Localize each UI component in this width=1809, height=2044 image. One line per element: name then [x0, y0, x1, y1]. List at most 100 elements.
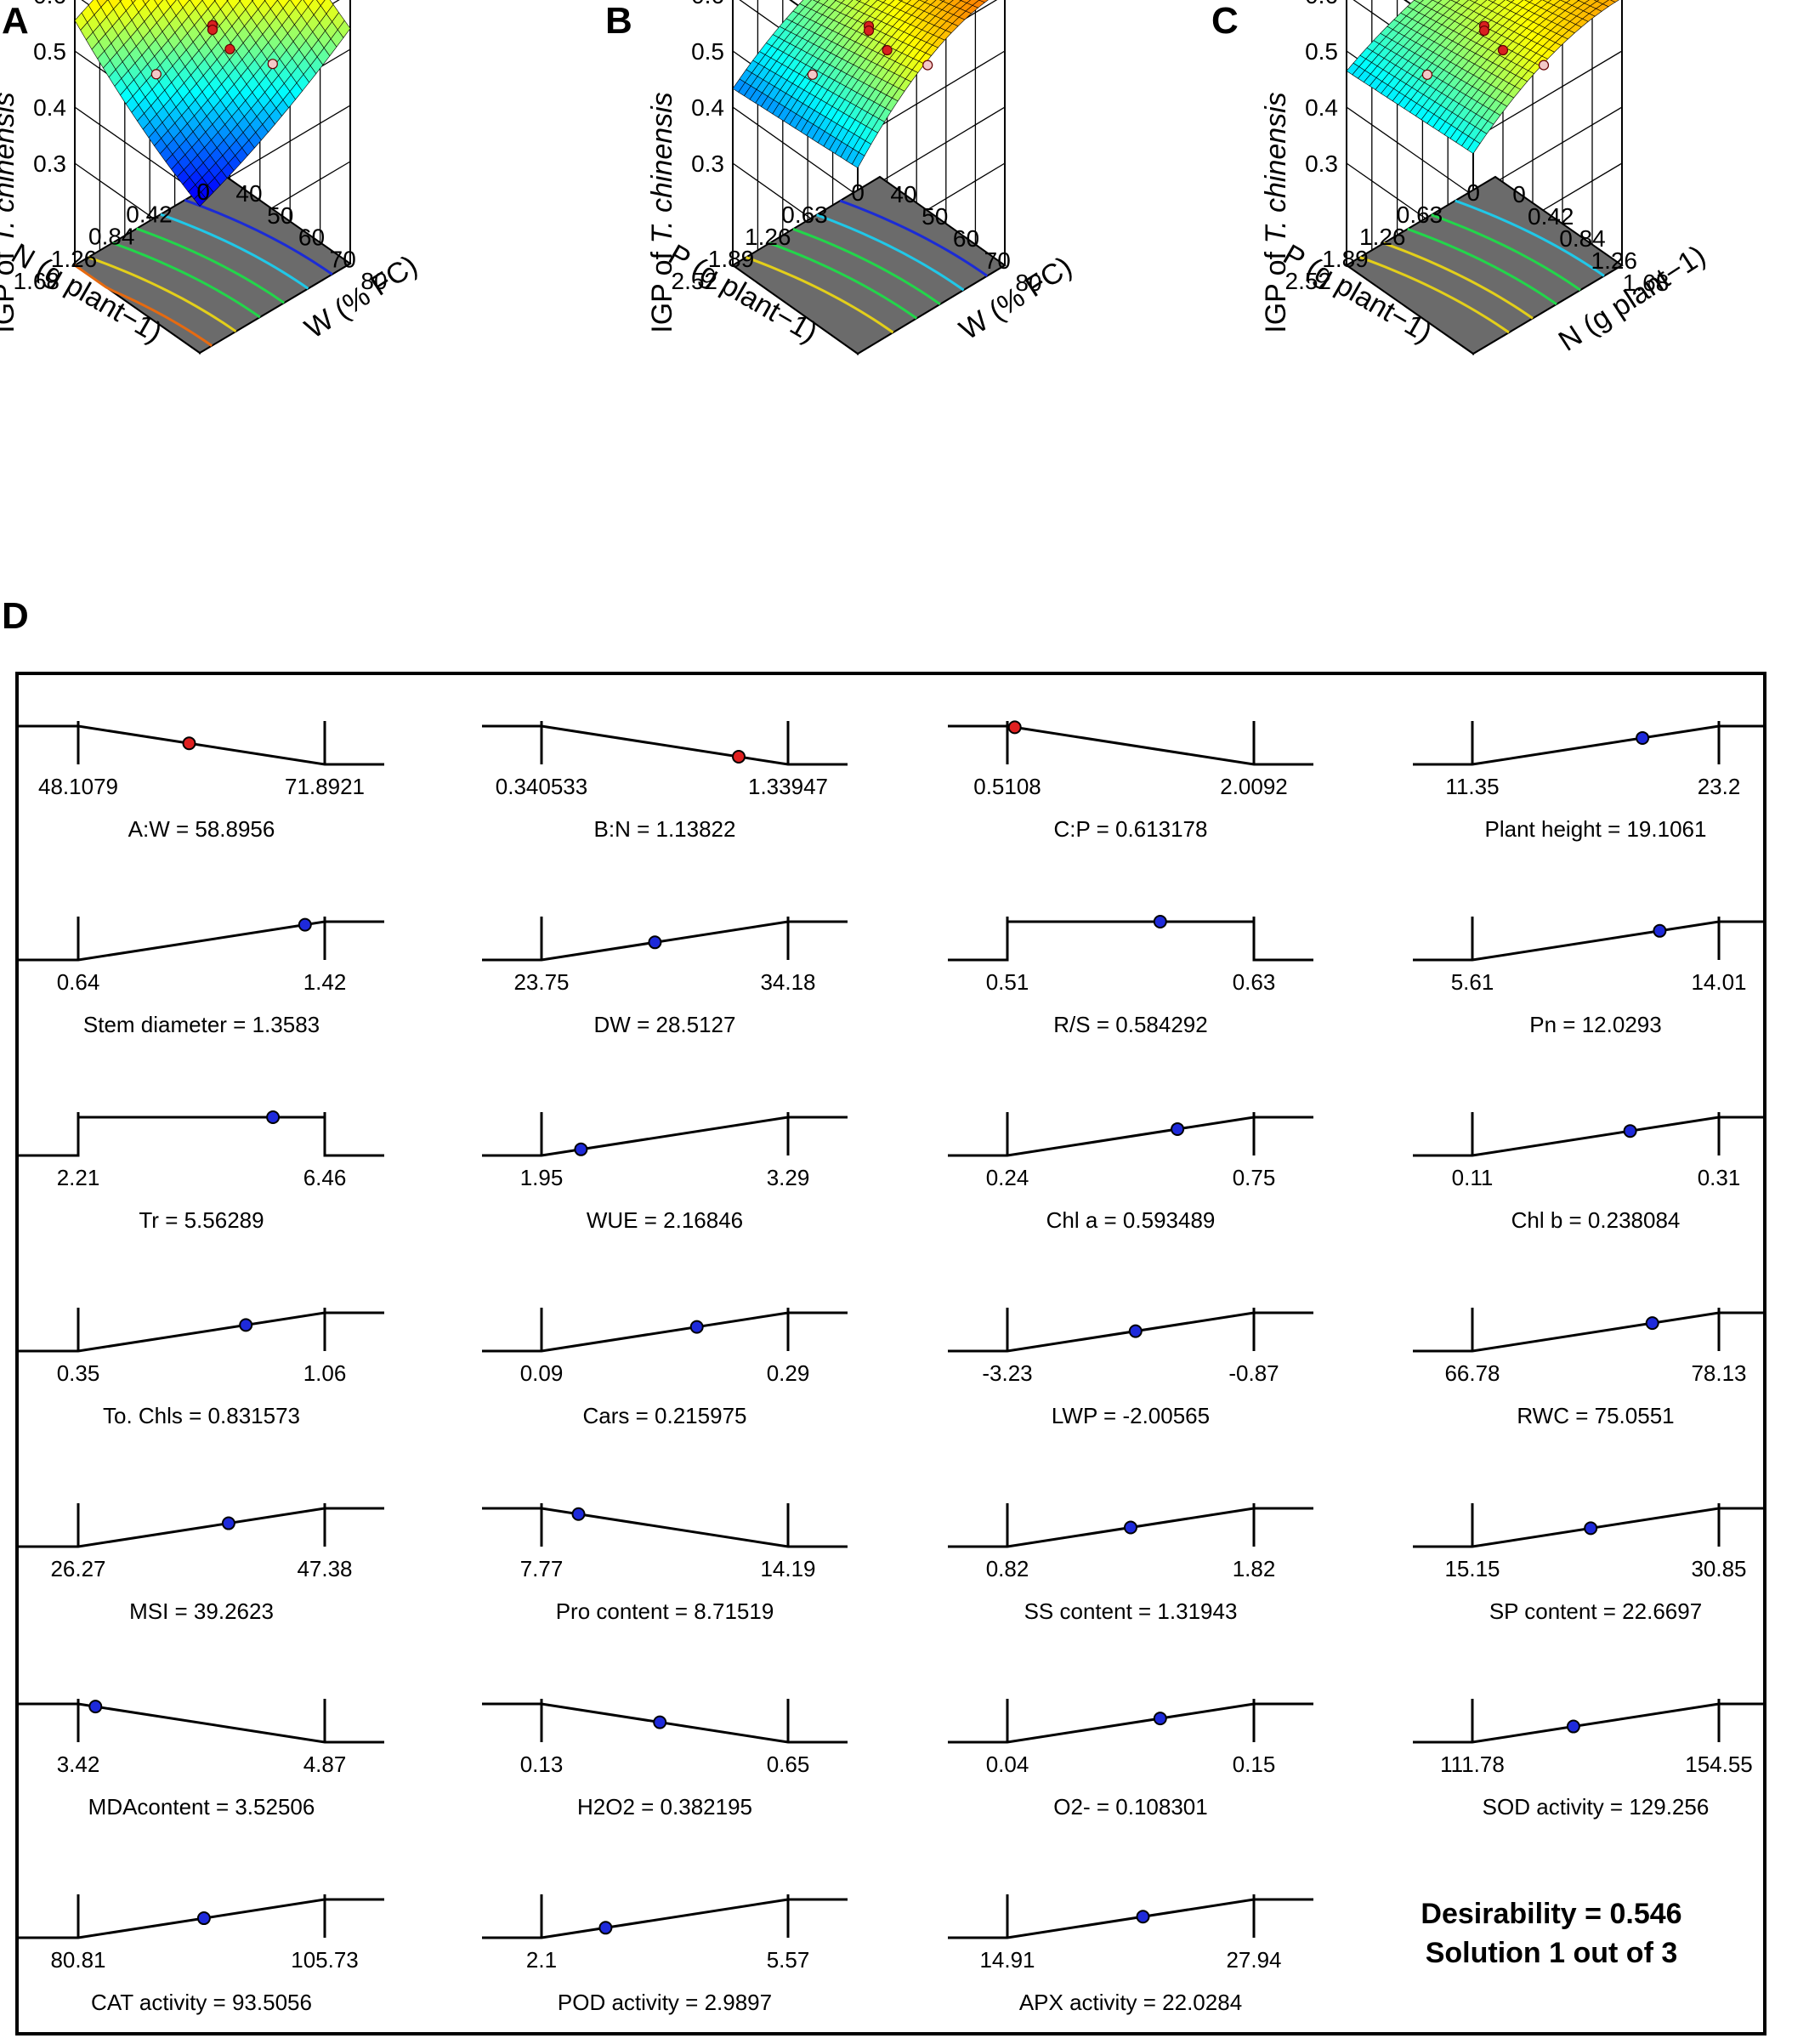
ramp-min-label: -3.23	[982, 1360, 1032, 1386]
ramp-optimum-dot	[653, 1715, 667, 1729]
ramp-min-label: 80.81	[50, 1947, 105, 1973]
ramp-value-label: APX activity = 22.0284	[1019, 1990, 1242, 2015]
ramp-value-label: Pro content = 8.71519	[556, 1598, 774, 1624]
floor-contour-line	[816, 213, 965, 292]
ramp-min-label: 111.78	[1440, 1752, 1505, 1777]
ramp-optimum-dot	[1636, 730, 1650, 745]
surface-cell	[142, 0, 150, 5]
y-tick-label: 1.26	[1359, 224, 1406, 250]
ramp-min-label: 7.77	[520, 1556, 564, 1581]
y-tick-label: 2.52	[1285, 268, 1332, 294]
ramp-value-label: LWP = -2.00565	[1052, 1403, 1210, 1428]
floor-contour-line	[1383, 241, 1534, 320]
ramp-9: 1.95 3.29 WUE = 2.16846	[482, 1112, 848, 1233]
surface-cell	[193, 191, 207, 207]
ramp-line	[948, 724, 1313, 766]
wall-gridline	[74, 106, 201, 196]
z-tick-label: 0.5	[691, 38, 724, 65]
ramp-optimum-dot	[1584, 1521, 1598, 1536]
design-point	[207, 24, 218, 36]
panel-letter-b: B	[605, 0, 632, 42]
ramp-25: 2.1 5.57 POD activity = 2.9897	[482, 1894, 848, 2015]
ramp-value-label: Stem diameter = 1.3583	[83, 1012, 320, 1037]
ramp-max-label: 0.65	[767, 1752, 810, 1777]
floor-contour-line	[1359, 256, 1510, 334]
ramp-optimum-dot	[1645, 1316, 1659, 1331]
ramp-14: -3.23 -0.87 LWP = -2.00565	[948, 1308, 1313, 1428]
ramp-2: 0.5108 2.0092 C:P = 0.613178	[948, 720, 1313, 842]
ramp-min-label: 2.1	[526, 1947, 557, 1973]
ramp-line	[19, 1507, 384, 1548]
ramp-max-label: 3.29	[767, 1165, 810, 1190]
ramp-line	[948, 1702, 1313, 1744]
y-tick-label: 0	[196, 179, 210, 205]
ramp-line	[948, 1898, 1313, 1939]
ramp-value-label: C:P = 0.613178	[1054, 816, 1208, 842]
ramp-value-label: Tr = 5.56289	[139, 1207, 264, 1233]
design-point	[807, 69, 818, 80]
solution-count: Solution 1 out of 3	[1425, 1937, 1678, 1969]
design-point	[150, 69, 162, 80]
ramp-min-label: 2.21	[57, 1165, 100, 1190]
ramp-min-label: 5.61	[1451, 969, 1494, 995]
ramp-line	[948, 920, 1313, 962]
ramp-16: 26.27 47.38 MSI = 39.2623	[19, 1503, 384, 1624]
y-tick-label: 0.63	[1397, 202, 1443, 228]
ramp-line	[1413, 1702, 1763, 1744]
floor-contour-line	[792, 227, 941, 305]
ramp-min-label: 0.09	[520, 1360, 564, 1386]
ramp-1: 0.340533 1.33947 B:N = 1.13822	[482, 721, 848, 842]
ramp-line	[948, 1116, 1313, 1157]
x-tick-label: 0.84	[1559, 225, 1606, 252]
wall-gridline	[732, 106, 859, 196]
ramp-value-label: R/S = 0.584292	[1053, 1012, 1207, 1037]
y-tick-label: 0.42	[126, 201, 173, 227]
design-point	[1478, 25, 1490, 37]
desirability-panel: 48.1079 71.8921 A:W = 58.8956 0.340533 1.339…	[15, 672, 1766, 2035]
y-tick-label: 0	[1466, 179, 1480, 206]
design-point	[267, 59, 278, 70]
ramp-line	[19, 1702, 384, 1744]
ramp-min-label: 48.1079	[38, 774, 118, 799]
x-tick-label: 50	[922, 203, 948, 230]
ramp-max-label: 30.85	[1691, 1556, 1746, 1581]
ramp-optimum-dot	[88, 1700, 103, 1714]
x-tick-label: 0.42	[1528, 203, 1574, 230]
ramp-4: 0.64 1.42 Stem diameter = 1.3583	[19, 917, 384, 1037]
ramp-20: 3.42 4.87 MDAcontent = 3.52506	[19, 1699, 384, 1820]
ramp-24: 80.81 105.73 CAT activity = 93.5056	[19, 1894, 384, 2015]
y-tick-label: 0.84	[88, 224, 135, 250]
ramp-value-label: A:W = 58.8956	[128, 816, 275, 842]
design-point	[1421, 69, 1433, 80]
desirability-value: Desirability = 0.546	[1421, 1898, 1682, 1930]
ramp-max-label: 0.31	[1698, 1165, 1741, 1190]
ramp-line	[1413, 1116, 1763, 1157]
floor-contour-line	[74, 264, 213, 347]
ramp-value-label: MSI = 39.2623	[129, 1598, 274, 1624]
design-point	[224, 43, 235, 54]
ramp-optimum-dot	[571, 1507, 586, 1521]
ramp-value-label: SS content = 1.31943	[1024, 1598, 1238, 1624]
ramp-optimum-dot	[574, 1142, 588, 1156]
floor-contour-line	[1431, 213, 1581, 292]
x-tick-label: 60	[298, 224, 325, 251]
ramp-max-label: 1.33947	[748, 774, 828, 799]
ramp-value-label: Pn = 12.0293	[1529, 1012, 1661, 1037]
z-tick-label: 0.4	[33, 94, 66, 121]
z-tick-label: 0.3	[691, 150, 724, 177]
ramp-optimum-dot	[239, 1318, 253, 1332]
wall-gridline	[1472, 50, 1623, 140]
ramp-max-label: 4.87	[303, 1752, 347, 1777]
y-tick-label: 1.68	[14, 268, 60, 294]
x-tick-label: 70	[984, 247, 1011, 274]
y-tick-label: 1.89	[1322, 246, 1369, 272]
ramp-value-label: MDAcontent = 3.52506	[88, 1794, 315, 1820]
ramp-max-label: 0.63	[1233, 969, 1276, 995]
ramp-optimum-dot	[598, 1921, 613, 1935]
floor-contour-line	[136, 227, 285, 304]
ramp-max-label: 71.8921	[285, 774, 365, 799]
ramp-min-label: 0.64	[57, 969, 100, 995]
ramp-value-label: O2- = 0.108301	[1053, 1794, 1207, 1820]
ramp-max-label: 23.2	[1698, 774, 1741, 799]
